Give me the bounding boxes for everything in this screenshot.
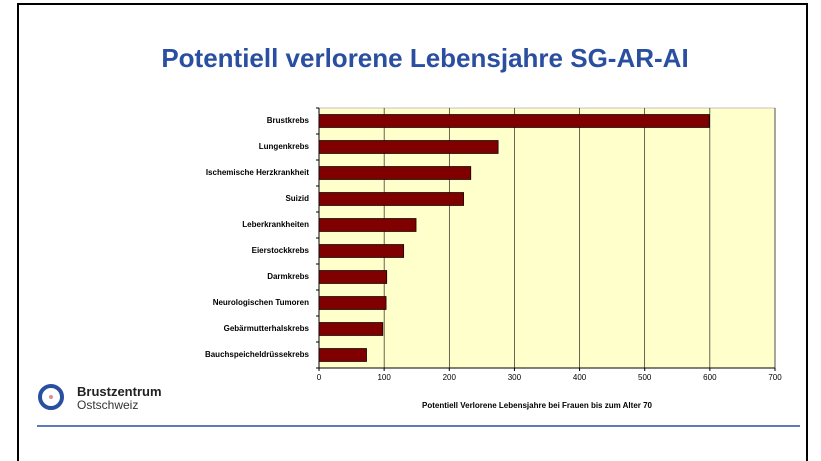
y-tick-label: Lungenkrebs <box>259 142 310 151</box>
chart-title: Potentiell verlorene Lebensjahre SG-AR-A… <box>161 43 688 73</box>
x-tick-label: 500 <box>638 373 652 382</box>
bar <box>318 348 367 362</box>
x-tick-label: 100 <box>377 373 391 382</box>
y-tick-label: Eierstockkrebs <box>252 246 310 255</box>
logo-icon <box>38 384 64 410</box>
bar <box>318 296 387 310</box>
y-tick-label: Darmkrebs <box>267 272 309 281</box>
x-tick-label: 0 <box>317 373 322 382</box>
x-tick-label: 700 <box>768 373 782 382</box>
bar <box>318 192 464 206</box>
logo-region: Ostschweiz <box>77 398 139 412</box>
bar <box>318 114 710 128</box>
y-tick-label: Leberkrankheiten <box>242 220 309 229</box>
slide-frame <box>17 3 808 461</box>
bar <box>318 270 388 284</box>
bar <box>318 218 417 232</box>
y-tick-label: Brustkrebs <box>267 116 310 125</box>
x-tick-label: 400 <box>573 373 587 382</box>
logo: Brustzentrum Ostschweiz <box>37 382 173 414</box>
bar <box>318 140 499 154</box>
x-tick-label: 200 <box>443 373 457 382</box>
bar <box>318 244 405 258</box>
x-axis-label: Potentiell Verlorene Lebensjahre bei Fra… <box>422 401 653 410</box>
bar <box>318 166 472 180</box>
y-tick-label: Suizid <box>285 194 309 203</box>
y-tick-label: Gebärmutterhalskrebs <box>224 324 310 333</box>
y-tick-label: Neurologischen Tumoren <box>213 298 309 307</box>
logo-name: Brustzentrum <box>77 384 162 399</box>
x-tick-label: 300 <box>508 373 522 382</box>
x-tick-label: 600 <box>703 373 717 382</box>
y-tick-label: Ischemische Herzkrankheit <box>206 168 309 177</box>
y-tick-label: Bauchspeicheldrüssekrebs <box>205 350 310 359</box>
bar <box>318 322 384 336</box>
